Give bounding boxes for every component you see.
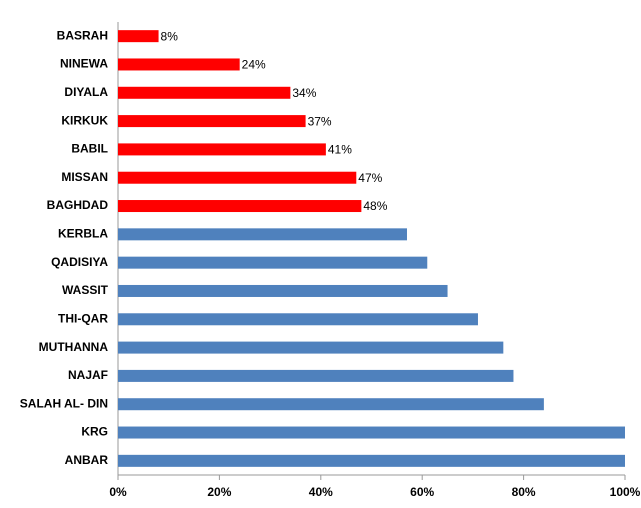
x-tick-label: 80% (512, 485, 536, 499)
y-tick-label: THI-QAR (58, 311, 108, 325)
x-tick-label: 100% (610, 485, 641, 499)
y-tick-label: MUTHANNA (39, 340, 109, 354)
bar (118, 30, 159, 43)
y-tick-label: ANBAR (65, 453, 109, 467)
value-label: 41% (328, 143, 352, 157)
bar (118, 313, 478, 326)
bar (118, 86, 291, 99)
bar (118, 341, 504, 354)
y-tick-label: KRG (81, 425, 108, 439)
bar (118, 454, 625, 467)
x-tick-label: 20% (207, 485, 231, 499)
y-tick-label: WASSIT (62, 283, 109, 297)
bar (118, 200, 362, 213)
y-tick-label: DIYALA (64, 85, 108, 99)
y-tick-label: MISSAN (61, 170, 108, 184)
y-tick-label: NINEWA (60, 57, 108, 71)
bar (118, 426, 625, 439)
bar (118, 284, 448, 297)
y-tick-label: BASRAH (57, 28, 108, 42)
y-tick-label: QADISIYA (51, 255, 108, 269)
value-label: 47% (358, 171, 382, 185)
value-label: 48% (363, 199, 387, 213)
bar (118, 256, 428, 269)
y-tick-label: BAGHDAD (47, 198, 109, 212)
y-tick-label: NAJAF (68, 368, 108, 382)
y-tick-label: KIRKUK (61, 113, 108, 127)
x-tick-label: 0% (109, 485, 127, 499)
bar (118, 115, 306, 128)
value-label: 37% (308, 114, 332, 128)
value-label: 24% (242, 58, 266, 72)
value-label: 34% (292, 86, 316, 100)
bar (118, 171, 357, 184)
bar (118, 143, 326, 156)
bar (118, 398, 544, 411)
y-tick-label: BABIL (71, 142, 108, 156)
bar (118, 228, 407, 241)
bar (118, 58, 240, 71)
x-tick-label: 60% (410, 485, 434, 499)
x-tick-label: 40% (309, 485, 333, 499)
y-tick-label: SALAH AL- DIN (20, 396, 108, 410)
y-tick-label: KERBLA (58, 227, 108, 241)
bar (118, 369, 514, 382)
value-label: 8% (161, 29, 179, 43)
